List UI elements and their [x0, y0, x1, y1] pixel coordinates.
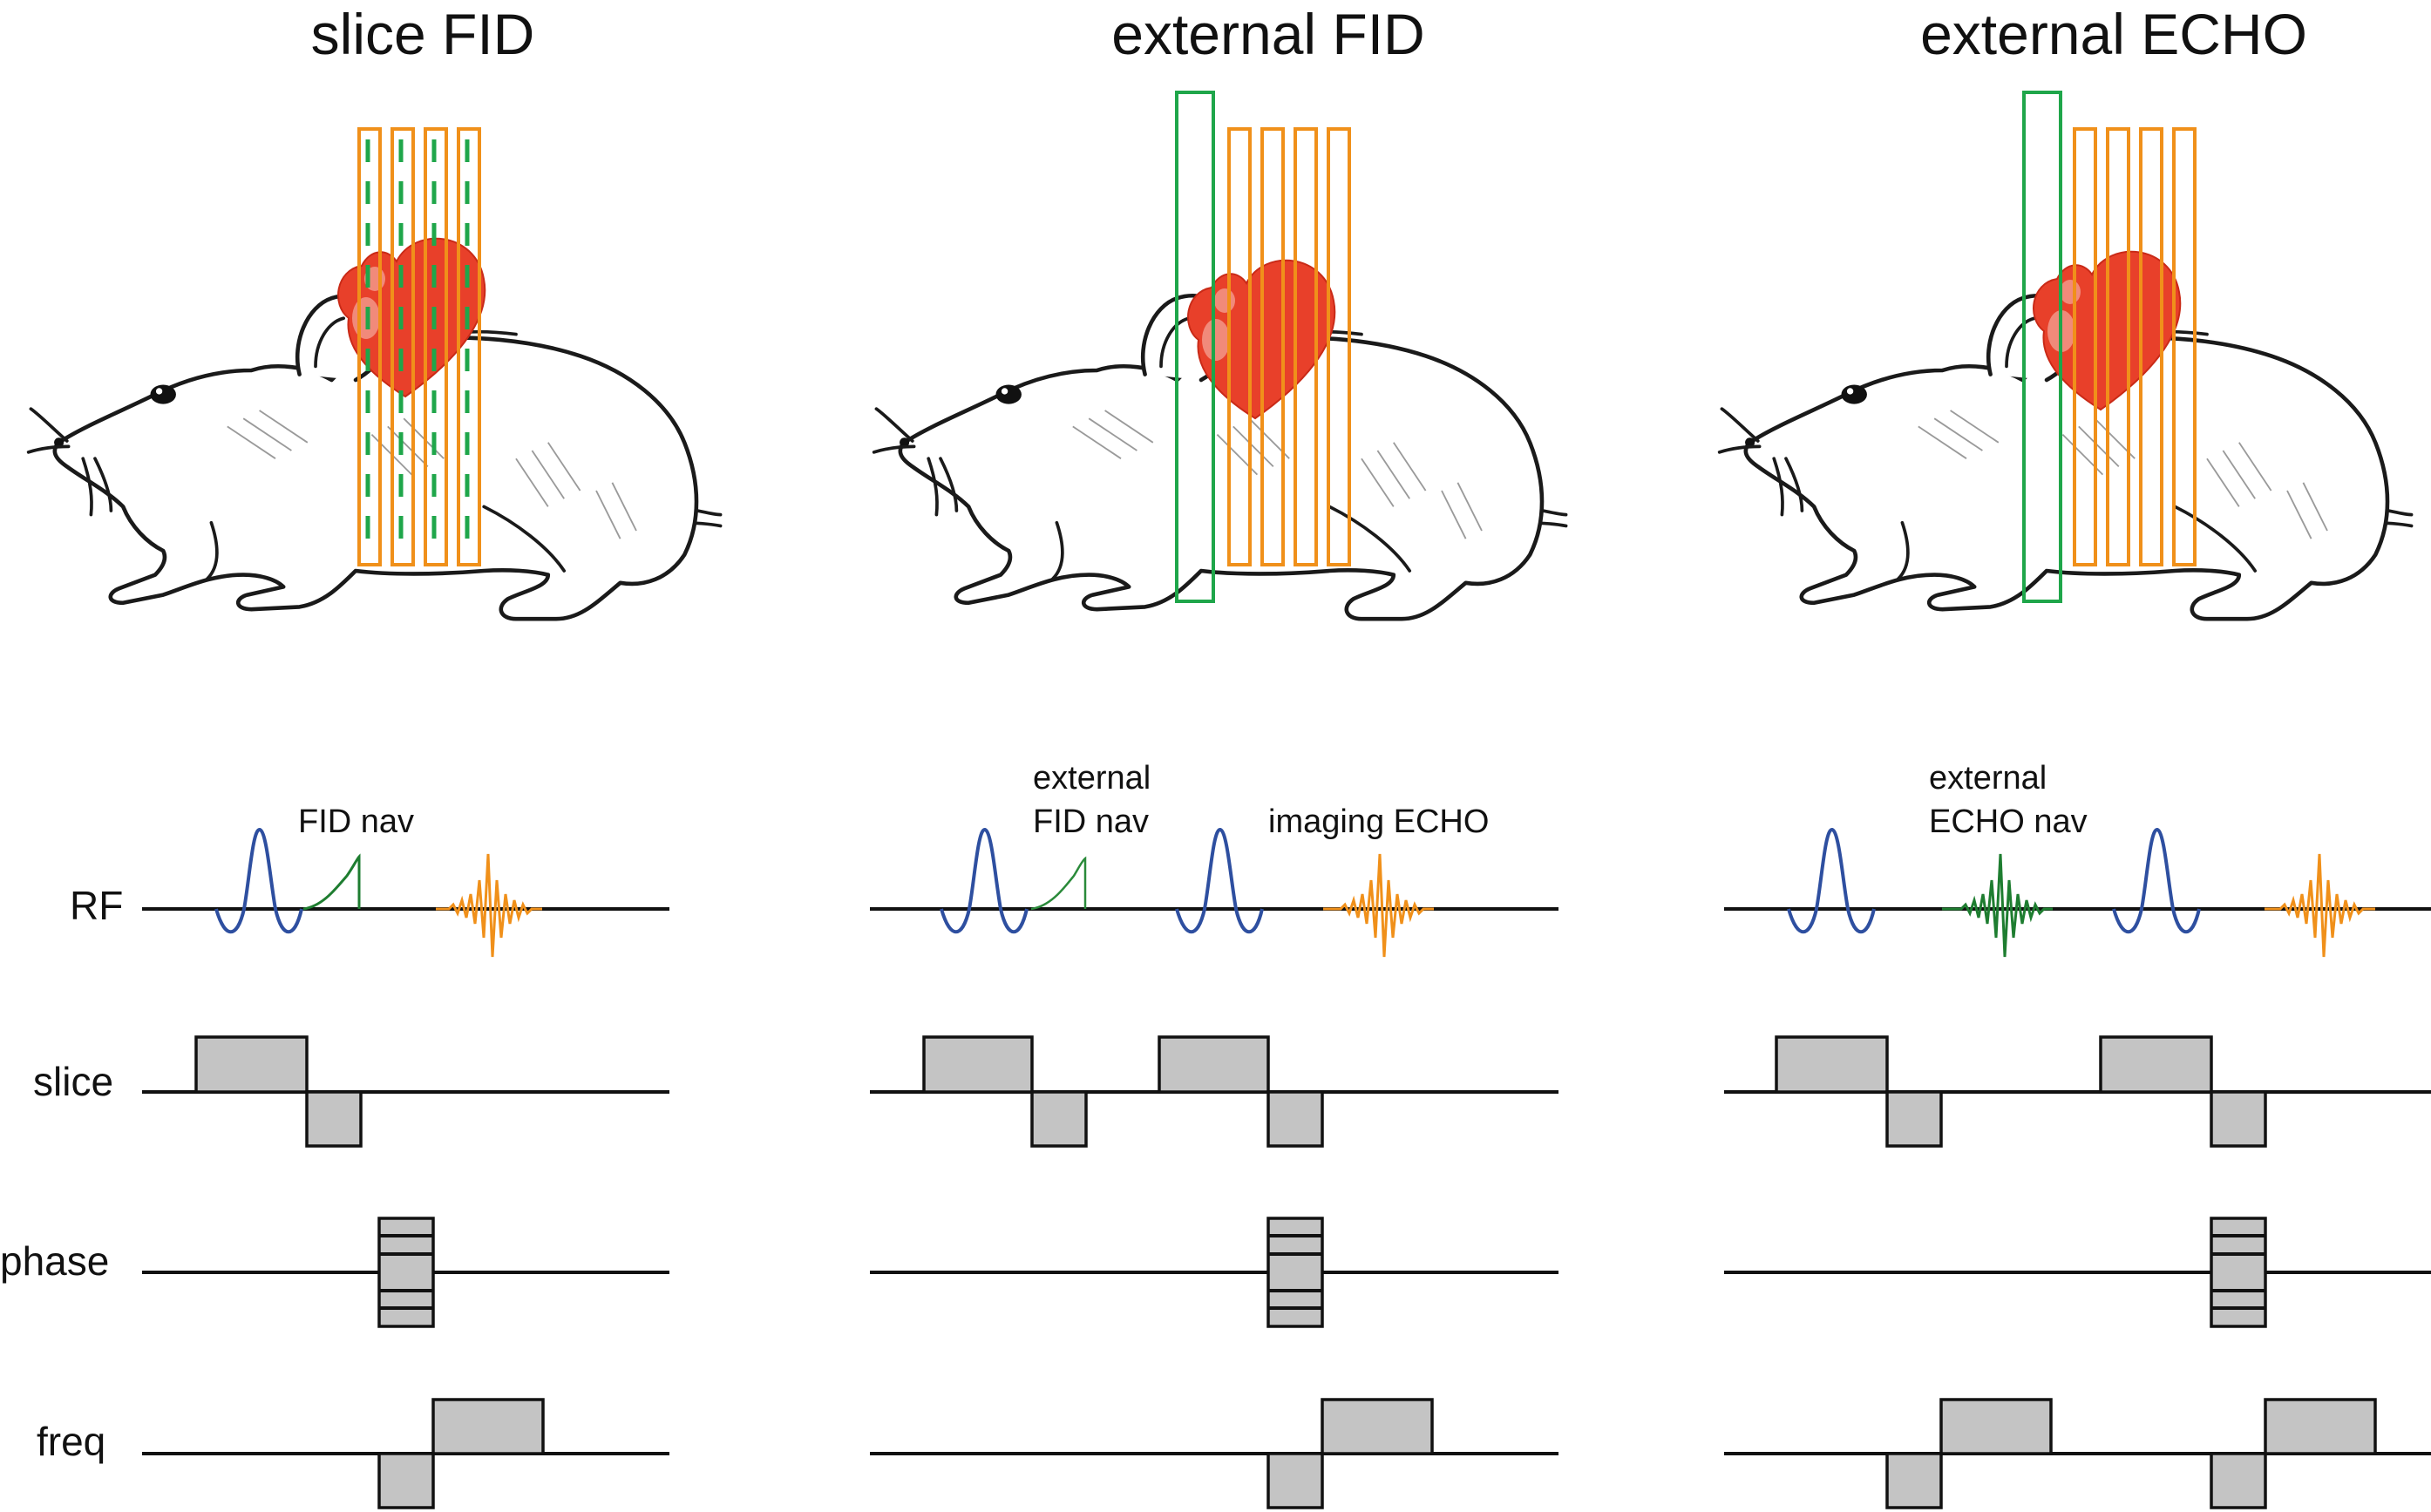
sequence-external-fid: external FID nav imaging ECHO: [870, 760, 1558, 1509]
row-label-phase: phase: [0, 1238, 109, 1284]
imaging-echo-signal: [2265, 853, 2375, 958]
phase-encode-table: [377, 1217, 435, 1328]
mouse-illustration-slice-fid: [29, 127, 721, 619]
phase-encode-table: [1266, 1217, 1324, 1328]
mouse-illustration-external-echo: [1720, 91, 2412, 619]
row-label-freq: freq: [37, 1419, 105, 1464]
row-label-rf: RF: [70, 883, 123, 928]
navigator-slice: [2022, 91, 2062, 603]
panel-title-external-fid: external FID: [1111, 2, 1424, 66]
imaging-slices: [2073, 127, 2197, 566]
navigator-excitation-pulse: [1787, 827, 1876, 934]
annotation-external: external: [1929, 760, 2047, 797]
annotation-imaging-echo: imaging ECHO: [1268, 803, 1489, 840]
panel-title-slice-fid: slice FID: [311, 2, 535, 66]
phase-encode-table: [2210, 1217, 2267, 1328]
imaging-slices: [1227, 127, 1351, 566]
imaging-slices: [357, 127, 481, 566]
annotation-echo-nav: ECHO nav: [1929, 803, 2088, 840]
navigator-slice: [1175, 91, 1215, 603]
imaging-excitation-pulse: [1175, 827, 1264, 934]
excitation-pulse: [214, 827, 303, 934]
row-label-slice: slice: [33, 1059, 113, 1104]
external-fid-navigator-signal: [1030, 856, 1087, 911]
imaging-echo-signal: [1323, 853, 1434, 958]
fid-navigator-signal: [302, 853, 361, 911]
annotation-fid-nav: FID nav: [298, 803, 414, 840]
mouse-illustration-external-fid: [874, 91, 1566, 619]
navigator-excitation-pulse: [940, 827, 1029, 934]
annotation-fid-nav: FID nav: [1033, 803, 1149, 840]
annotation-external: external: [1033, 760, 1151, 797]
sequence-slice-fid: FID nav: [142, 803, 669, 1509]
sequence-external-echo: external ECHO nav: [1724, 760, 2431, 1509]
panel-title-external-echo: external ECHO: [1920, 2, 2307, 66]
imaging-excitation-pulse: [2112, 827, 2201, 934]
external-echo-navigator-signal: [1942, 853, 2053, 958]
navigator-slices-interleaved: [365, 139, 470, 558]
imaging-echo-signal: [436, 853, 542, 958]
